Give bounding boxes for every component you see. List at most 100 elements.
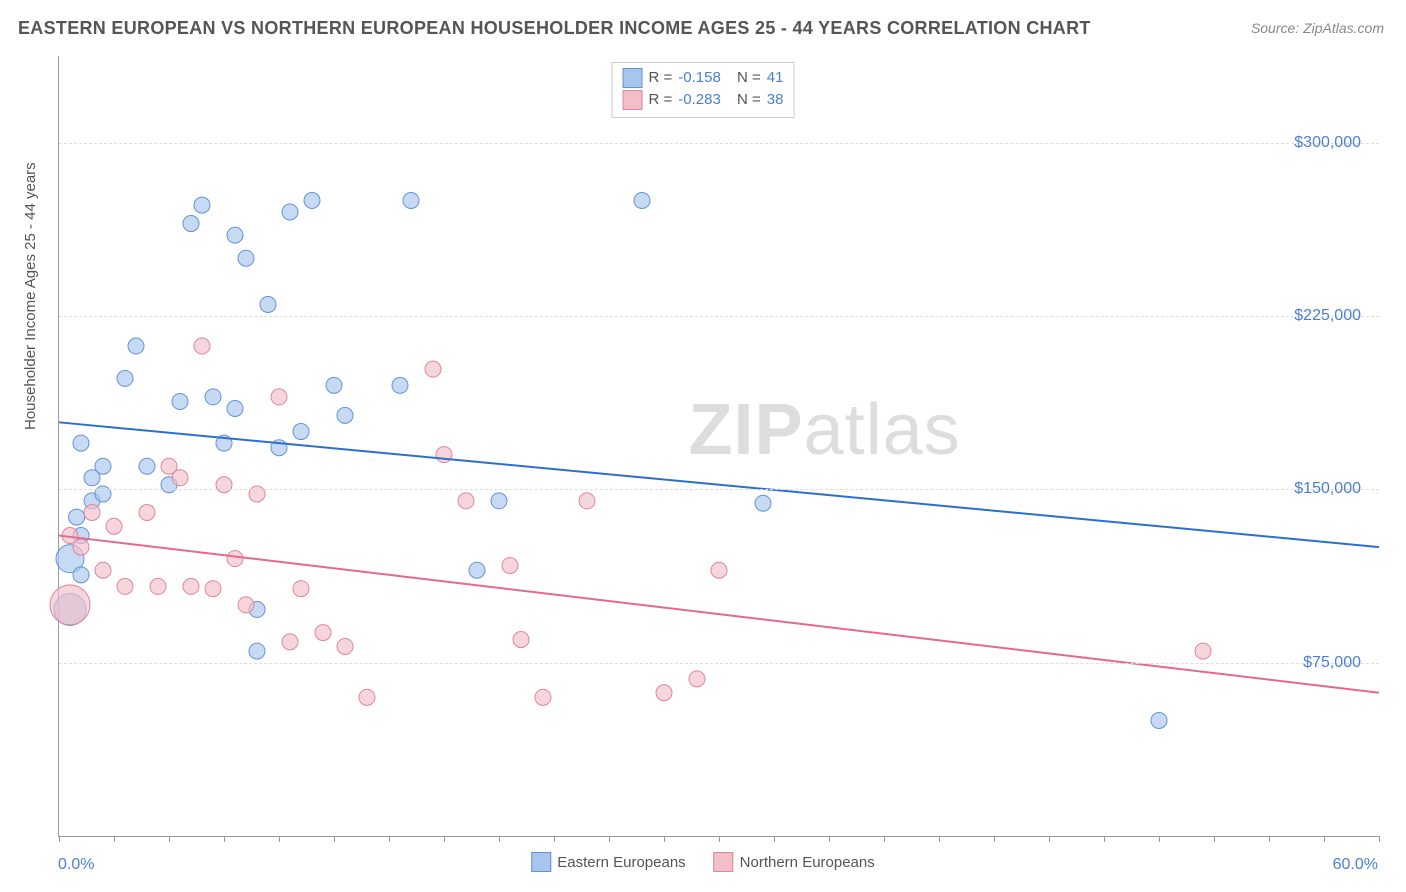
x-label-left: 0.0% [58,856,94,874]
scatter-point [73,567,89,583]
scatter-point [1151,712,1167,728]
gridline [59,489,1379,490]
scatter-point [491,493,507,509]
gridline [59,663,1379,664]
n-value-2: 38 [767,89,784,111]
n-value-1: 41 [767,67,784,89]
legend-item-1: Eastern Europeans [531,852,685,872]
x-label-right: 60.0% [1333,856,1378,874]
scatter-point [50,585,90,625]
scatter-point [1195,643,1211,659]
scatter-point [392,377,408,393]
x-tick [1379,836,1380,842]
x-tick [939,836,940,842]
scatter-point [315,625,331,641]
scatter-point [458,493,474,509]
scatter-point [656,685,672,701]
scatter-point [227,227,243,243]
y-tick-label: $300,000 [1294,134,1361,152]
scatter-point [150,578,166,594]
legend-swatch-2 [714,852,734,872]
y-tick-label: $150,000 [1294,480,1361,498]
n-label-2: N = [737,89,761,111]
x-tick [334,836,335,842]
scatter-point [326,377,342,393]
scatter-point [69,509,85,525]
scatter-point [425,361,441,377]
stats-row-1: R = -0.158 N = 41 [623,67,784,89]
r-value-1: -0.158 [678,67,721,89]
legend-label-1: Eastern Europeans [557,854,685,871]
scatter-point [711,562,727,578]
x-tick [1324,836,1325,842]
x-tick [444,836,445,842]
x-tick [774,836,775,842]
gridline [59,316,1379,317]
x-tick [1159,836,1160,842]
x-tick [719,836,720,842]
scatter-point [139,458,155,474]
x-tick [59,836,60,842]
scatter-point [172,394,188,410]
y-tick-label: $225,000 [1294,307,1361,325]
scatter-point [139,504,155,520]
legend-item-2: Northern Europeans [714,852,875,872]
scatter-point [337,638,353,654]
x-tick [1104,836,1105,842]
x-tick [1214,836,1215,842]
stats-box: R = -0.158 N = 41 R = -0.283 N = 38 [612,62,795,118]
chart-source: Source: ZipAtlas.com [1251,20,1384,36]
scatter-point [755,495,771,511]
scatter-point [293,581,309,597]
scatter-point [227,400,243,416]
chart-container: EASTERN EUROPEAN VS NORTHERN EUROPEAN HO… [0,0,1406,892]
scatter-point [337,407,353,423]
scatter-point [271,389,287,405]
x-tick [664,836,665,842]
x-tick [169,836,170,842]
stats-row-2: R = -0.283 N = 38 [623,89,784,111]
scatter-point [634,192,650,208]
scatter-point [227,551,243,567]
scatter-point [95,562,111,578]
scatter-point [502,558,518,574]
scatter-point [73,435,89,451]
y-tick-label: $75,000 [1303,654,1361,672]
scatter-point [359,689,375,705]
scatter-point [436,447,452,463]
x-tick [554,836,555,842]
scatter-point [282,204,298,220]
scatter-point [238,250,254,266]
scatter-point [194,197,210,213]
x-tick [884,836,885,842]
scatter-point [106,518,122,534]
scatter-point [535,689,551,705]
x-tick [829,836,830,842]
scatter-point [293,424,309,440]
x-tick [224,836,225,842]
x-tick [389,836,390,842]
scatter-point [205,581,221,597]
x-tick [499,836,500,842]
x-tick [114,836,115,842]
scatter-point [84,504,100,520]
bottom-legend: Eastern Europeans Northern Europeans [531,852,875,872]
scatter-point [260,296,276,312]
scatter-point [117,370,133,386]
legend-label-2: Northern Europeans [740,854,875,871]
scatter-point [689,671,705,687]
scatter-point [172,470,188,486]
legend-swatch-1 [531,852,551,872]
scatter-point [249,643,265,659]
scatter-point [403,192,419,208]
n-label-1: N = [737,67,761,89]
x-tick [609,836,610,842]
plot-svg [59,56,1379,836]
scatter-point [579,493,595,509]
scatter-point [117,578,133,594]
scatter-point [469,562,485,578]
x-tick [1049,836,1050,842]
scatter-point [238,597,254,613]
x-tick [279,836,280,842]
r-label-1: R = [649,67,673,89]
